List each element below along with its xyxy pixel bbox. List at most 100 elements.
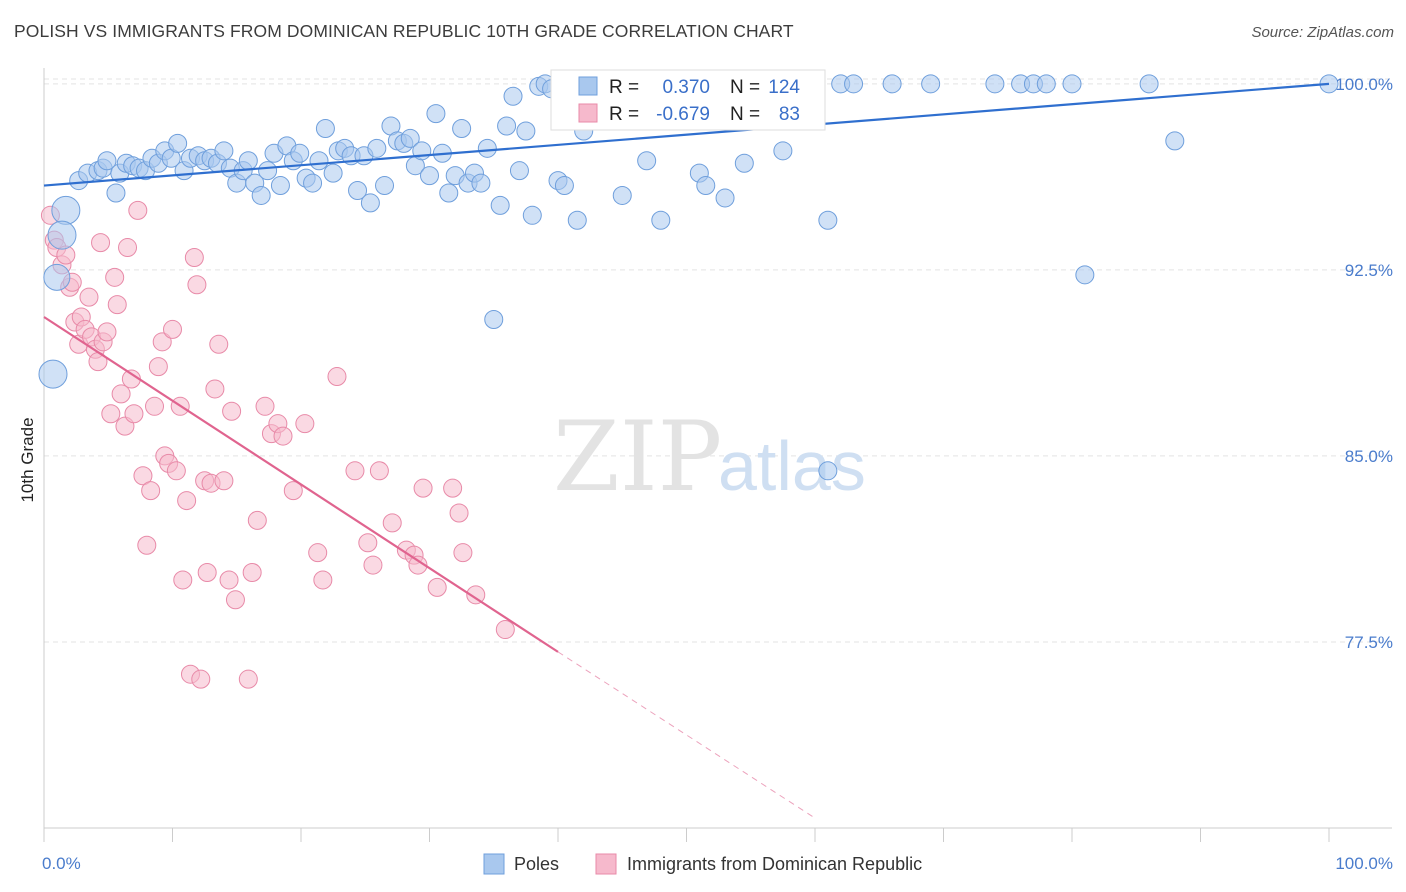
stats-r-label: R = xyxy=(609,104,639,125)
x-tick-labels: 0.0% 100.0% xyxy=(42,854,1393,873)
point-poles xyxy=(38,359,68,389)
y-tick-label: 77.5% xyxy=(1345,633,1393,652)
point-poles xyxy=(773,141,793,161)
y-tick-labels: 77.5% 85.0% 92.5% 100.0% xyxy=(1335,75,1393,652)
point-dominican xyxy=(295,414,315,434)
point-dominican xyxy=(145,396,165,416)
point-poles xyxy=(696,176,716,196)
point-poles xyxy=(497,116,517,136)
point-poles xyxy=(612,185,632,205)
point-dominican xyxy=(363,555,383,575)
point-poles xyxy=(323,163,343,183)
point-poles xyxy=(477,138,497,158)
point-dominican xyxy=(97,322,117,342)
stats-r-dominican: -0.679 xyxy=(656,104,710,125)
point-dominican xyxy=(205,379,225,399)
y-tick-label: 92.5% xyxy=(1345,261,1393,280)
point-poles xyxy=(238,151,258,171)
point-dominican xyxy=(91,233,111,253)
chart-title: POLISH VS IMMIGRANTS FROM DOMINICAN REPU… xyxy=(14,21,794,41)
legend-label-poles: Poles xyxy=(514,854,559,874)
point-dominican xyxy=(369,461,389,481)
point-dominican xyxy=(111,384,131,404)
point-dominican xyxy=(466,585,486,605)
point-dominican xyxy=(427,577,447,597)
point-dominican xyxy=(133,466,153,486)
point-dominican xyxy=(283,481,303,501)
trend-line-poles xyxy=(43,82,1330,187)
point-poles xyxy=(637,151,657,171)
stats-box: R = 0.370 N = 124 R = -0.679 N = 83 xyxy=(550,69,826,131)
x-tick-label-start: 0.0% xyxy=(42,854,81,873)
point-poles xyxy=(651,210,671,230)
point-dominican xyxy=(128,200,148,220)
point-poles xyxy=(426,104,446,124)
point-poles xyxy=(503,86,523,106)
y-axis-label: 10th Grade xyxy=(18,417,37,502)
point-dominican xyxy=(187,275,207,295)
point-poles xyxy=(818,461,838,481)
x-tick-label-end: 100.0% xyxy=(1335,854,1393,873)
point-poles xyxy=(985,74,1005,94)
point-dominican xyxy=(163,319,182,339)
point-poles xyxy=(554,176,574,196)
source-label: Source: ZipAtlas.com xyxy=(1251,24,1394,41)
point-dominican xyxy=(166,461,186,481)
point-poles xyxy=(303,173,323,193)
point-dominican xyxy=(148,357,168,377)
legend: Poles Immigrants from Dominican Republic xyxy=(483,853,922,875)
stats-n-poles: 124 xyxy=(768,77,800,98)
point-dominican xyxy=(184,247,204,267)
point-poles xyxy=(43,263,71,291)
point-poles xyxy=(882,74,902,94)
point-dominican xyxy=(313,570,333,590)
point-dominican xyxy=(308,543,328,563)
point-poles xyxy=(348,181,368,201)
point-dominican xyxy=(382,513,402,533)
trend-line-dominican-extension xyxy=(557,651,816,819)
y-tick-label: 85.0% xyxy=(1345,447,1393,466)
point-poles xyxy=(367,138,387,158)
point-dominican xyxy=(255,396,275,416)
stats-n-label: N = xyxy=(730,104,760,125)
point-dominican xyxy=(152,332,172,352)
point-poles xyxy=(168,133,188,153)
point-poles xyxy=(1062,74,1082,94)
point-poles xyxy=(375,176,395,196)
point-poles xyxy=(522,205,542,225)
point-poles xyxy=(567,210,587,230)
point-dominican xyxy=(141,481,161,501)
legend-swatch-dominican xyxy=(595,853,617,875)
point-poles xyxy=(290,143,310,163)
point-dominican xyxy=(242,563,262,583)
point-dominican xyxy=(273,426,293,446)
point-poles xyxy=(315,118,335,138)
point-dominican xyxy=(105,267,125,287)
point-poles xyxy=(251,185,271,205)
stats-r-label: R = xyxy=(609,77,639,98)
watermark: ZIP atlas xyxy=(553,401,866,513)
point-dominican xyxy=(191,669,211,689)
point-poles xyxy=(715,188,735,208)
watermark-zip: ZIP xyxy=(553,401,722,513)
point-poles xyxy=(420,166,439,186)
axes xyxy=(43,68,1392,842)
point-poles xyxy=(490,195,510,215)
point-dominican xyxy=(209,334,229,354)
point-poles xyxy=(452,118,472,138)
point-dominican xyxy=(327,367,347,387)
point-poles xyxy=(921,74,941,94)
point-poles xyxy=(439,183,459,203)
point-poles xyxy=(818,210,838,230)
point-dominican xyxy=(137,535,157,555)
watermark-atlas: atlas xyxy=(718,427,866,505)
point-poles xyxy=(360,193,380,213)
point-poles xyxy=(258,161,278,181)
point-dominican xyxy=(238,669,258,689)
point-dominican xyxy=(107,295,127,315)
point-poles xyxy=(1036,74,1056,94)
stats-swatch-poles xyxy=(578,76,598,96)
point-dominican xyxy=(345,461,365,481)
point-dominican xyxy=(408,555,428,575)
